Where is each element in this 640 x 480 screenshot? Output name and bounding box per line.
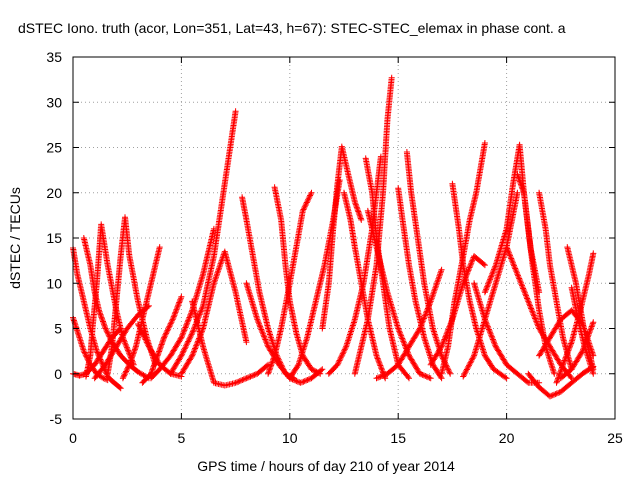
series-track (265, 189, 315, 377)
y-tick-label: -5 (50, 411, 63, 427)
series-track (139, 293, 185, 386)
data-points (139, 293, 185, 386)
x-tick-label: 20 (499, 430, 515, 446)
y-tick-label: 20 (46, 185, 62, 201)
series-track (286, 177, 343, 382)
x-axis-label: GPS time / hours of day 210 of year 2014 (197, 458, 455, 474)
y-tick-label: 30 (46, 94, 62, 110)
series-track (553, 250, 597, 386)
series-track (189, 298, 272, 389)
data-points (553, 250, 597, 386)
data-points (286, 177, 343, 382)
series-track (471, 280, 543, 386)
series-track (167, 108, 239, 377)
series-track (438, 140, 488, 377)
data-points (119, 244, 163, 382)
data-points (265, 189, 315, 377)
series-track (178, 248, 250, 377)
y-tick-label: 10 (46, 275, 62, 291)
axes: 0 5 10 15 20 25 -5 0 5 10 15 20 25 30 35 (46, 49, 623, 446)
data-points (189, 298, 272, 389)
series-track (148, 225, 217, 382)
x-tick-label: 25 (607, 430, 623, 446)
x-tick-label: 15 (390, 430, 406, 446)
x-tick-label: 5 (178, 430, 186, 446)
data-points (104, 214, 159, 377)
x-tick-label: 0 (69, 430, 77, 446)
series-track (525, 363, 597, 400)
series-track (119, 244, 163, 382)
data-points (319, 143, 365, 332)
data-points (167, 108, 239, 377)
y-tick-label: 25 (46, 140, 62, 156)
y-axis-label: dSTEC / TECUs (7, 187, 23, 289)
data-points (471, 280, 543, 386)
y-tick-label: 5 (54, 321, 62, 337)
plot-area (70, 74, 597, 400)
x-tick-label: 10 (282, 430, 298, 446)
series-track (557, 319, 597, 382)
series-track (449, 180, 510, 382)
data-points (271, 184, 324, 377)
data-points (438, 140, 488, 377)
data-points (148, 225, 217, 382)
series-track (319, 143, 365, 332)
data-points (525, 363, 597, 400)
series-track (271, 184, 324, 377)
data-points (514, 171, 558, 377)
chart-title: dSTEC Iono. truth (acor, Lon=351, Lat=43… (18, 20, 566, 36)
series-track (104, 214, 159, 377)
data-points (178, 248, 250, 377)
series-track (514, 171, 558, 377)
data-points (557, 319, 597, 382)
y-tick-label: 35 (46, 49, 62, 65)
data-points (449, 180, 510, 382)
y-tick-label: 15 (46, 230, 62, 246)
y-tick-label: 0 (54, 366, 62, 382)
